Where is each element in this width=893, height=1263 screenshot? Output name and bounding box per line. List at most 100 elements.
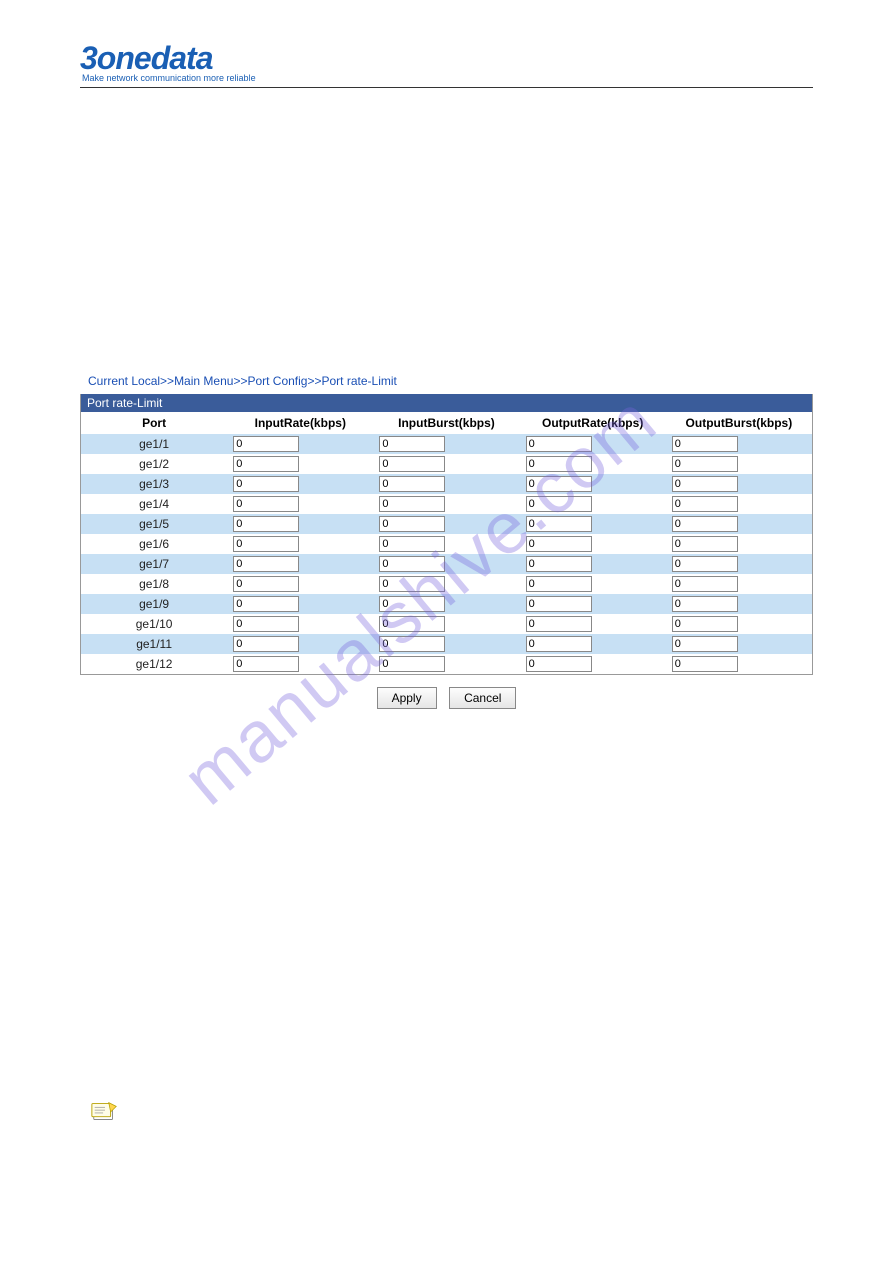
inputRate-input[interactable] bbox=[233, 536, 299, 552]
value-cell bbox=[666, 574, 812, 594]
value-cell bbox=[666, 534, 812, 554]
inputRate-input[interactable] bbox=[233, 456, 299, 472]
value-cell bbox=[227, 654, 373, 674]
value-cell bbox=[373, 654, 519, 674]
outputRate-input[interactable] bbox=[526, 576, 592, 592]
inputRate-input[interactable] bbox=[233, 616, 299, 632]
button-row: Apply Cancel bbox=[80, 675, 813, 721]
outputBurst-input[interactable] bbox=[672, 636, 738, 652]
outputBurst-input[interactable] bbox=[672, 536, 738, 552]
inputBurst-input[interactable] bbox=[379, 656, 445, 672]
cancel-button[interactable]: Cancel bbox=[449, 687, 516, 709]
table-row: ge1/12 bbox=[81, 654, 812, 674]
value-cell bbox=[520, 534, 666, 554]
inputBurst-input[interactable] bbox=[379, 596, 445, 612]
col-output-burst: OutputBurst(kbps) bbox=[666, 412, 812, 434]
inputRate-input[interactable] bbox=[233, 576, 299, 592]
inputRate-input[interactable] bbox=[233, 516, 299, 532]
inputRate-input[interactable] bbox=[233, 556, 299, 572]
value-cell bbox=[227, 594, 373, 614]
outputBurst-input[interactable] bbox=[672, 456, 738, 472]
outputBurst-input[interactable] bbox=[672, 476, 738, 492]
note-icon bbox=[90, 1100, 120, 1129]
port-cell: ge1/4 bbox=[81, 494, 227, 514]
outputRate-input[interactable] bbox=[526, 536, 592, 552]
value-cell bbox=[666, 434, 812, 454]
port-cell: ge1/8 bbox=[81, 574, 227, 594]
value-cell bbox=[227, 574, 373, 594]
table-row: ge1/7 bbox=[81, 554, 812, 574]
outputRate-input[interactable] bbox=[526, 556, 592, 572]
breadcrumb-part[interactable]: Main Menu bbox=[174, 374, 233, 388]
inputBurst-input[interactable] bbox=[379, 436, 445, 452]
outputBurst-input[interactable] bbox=[672, 616, 738, 632]
outputRate-input[interactable] bbox=[526, 476, 592, 492]
value-cell bbox=[373, 614, 519, 634]
value-cell bbox=[520, 514, 666, 534]
outputRate-input[interactable] bbox=[526, 596, 592, 612]
value-cell bbox=[520, 594, 666, 614]
inputBurst-input[interactable] bbox=[379, 576, 445, 592]
logo-brand: 3onedata bbox=[80, 40, 813, 77]
port-cell: ge1/7 bbox=[81, 554, 227, 574]
inputBurst-input[interactable] bbox=[379, 516, 445, 532]
value-cell bbox=[520, 634, 666, 654]
inputBurst-input[interactable] bbox=[379, 536, 445, 552]
value-cell bbox=[227, 614, 373, 634]
value-cell bbox=[520, 434, 666, 454]
panel-title: Port rate-Limit bbox=[81, 394, 812, 412]
port-cell: ge1/6 bbox=[81, 534, 227, 554]
outputRate-input[interactable] bbox=[526, 636, 592, 652]
outputBurst-input[interactable] bbox=[672, 576, 738, 592]
outputBurst-input[interactable] bbox=[672, 556, 738, 572]
value-cell bbox=[520, 574, 666, 594]
breadcrumb-part[interactable]: Port Config bbox=[247, 374, 307, 388]
value-cell bbox=[666, 474, 812, 494]
port-cell: ge1/12 bbox=[81, 654, 227, 674]
outputBurst-input[interactable] bbox=[672, 436, 738, 452]
outputRate-input[interactable] bbox=[526, 516, 592, 532]
breadcrumb-part[interactable]: Current Local bbox=[88, 374, 160, 388]
outputRate-input[interactable] bbox=[526, 616, 592, 632]
value-cell bbox=[520, 614, 666, 634]
port-cell: ge1/2 bbox=[81, 454, 227, 474]
value-cell bbox=[227, 634, 373, 654]
outputBurst-input[interactable] bbox=[672, 516, 738, 532]
apply-button[interactable]: Apply bbox=[377, 687, 437, 709]
inputRate-input[interactable] bbox=[233, 496, 299, 512]
outputBurst-input[interactable] bbox=[672, 496, 738, 512]
inputBurst-input[interactable] bbox=[379, 616, 445, 632]
table-row: ge1/5 bbox=[81, 514, 812, 534]
inputBurst-input[interactable] bbox=[379, 476, 445, 492]
value-cell bbox=[373, 474, 519, 494]
inputRate-input[interactable] bbox=[233, 656, 299, 672]
outputBurst-input[interactable] bbox=[672, 596, 738, 612]
inputBurst-input[interactable] bbox=[379, 556, 445, 572]
inputRate-input[interactable] bbox=[233, 436, 299, 452]
outputRate-input[interactable] bbox=[526, 436, 592, 452]
table-row: ge1/1 bbox=[81, 434, 812, 454]
table-row: ge1/11 bbox=[81, 634, 812, 654]
outputRate-input[interactable] bbox=[526, 456, 592, 472]
breadcrumb-part[interactable]: Port rate-Limit bbox=[322, 374, 397, 388]
value-cell bbox=[373, 534, 519, 554]
inputRate-input[interactable] bbox=[233, 636, 299, 652]
outputBurst-input[interactable] bbox=[672, 656, 738, 672]
rate-limit-panel: Port rate-Limit Port InputRate(kbps) Inp… bbox=[80, 394, 813, 675]
value-cell bbox=[227, 474, 373, 494]
inputRate-input[interactable] bbox=[233, 596, 299, 612]
value-cell bbox=[520, 494, 666, 514]
logo-header: 3onedata Make network communication more… bbox=[80, 40, 813, 88]
outputRate-input[interactable] bbox=[526, 496, 592, 512]
value-cell bbox=[666, 514, 812, 534]
value-cell bbox=[373, 454, 519, 474]
inputBurst-input[interactable] bbox=[379, 496, 445, 512]
value-cell bbox=[666, 614, 812, 634]
inputBurst-input[interactable] bbox=[379, 636, 445, 652]
port-cell: ge1/5 bbox=[81, 514, 227, 534]
outputRate-input[interactable] bbox=[526, 656, 592, 672]
inputRate-input[interactable] bbox=[233, 476, 299, 492]
inputBurst-input[interactable] bbox=[379, 456, 445, 472]
port-cell: ge1/10 bbox=[81, 614, 227, 634]
value-cell bbox=[227, 434, 373, 454]
